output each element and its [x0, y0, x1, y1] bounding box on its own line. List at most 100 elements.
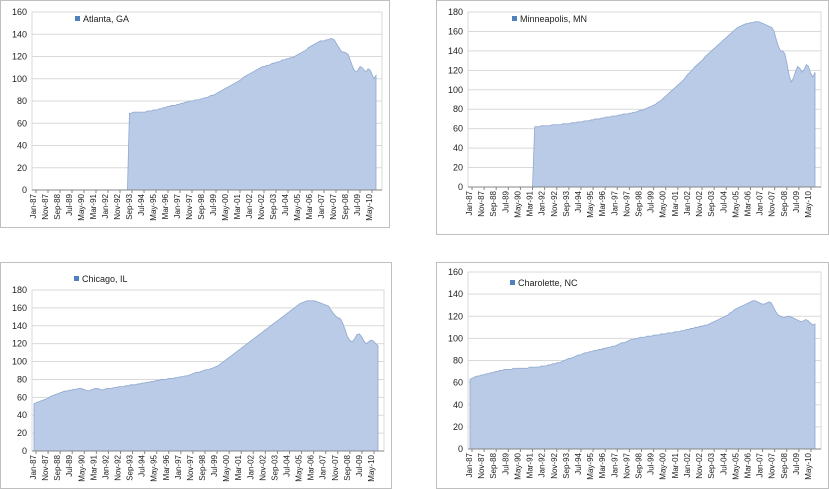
x-tick-label: May-05	[295, 454, 304, 481]
y-tick-label: 40	[17, 410, 27, 420]
x-tick-label: Jul-89	[501, 452, 510, 474]
x-tick-label: Jul-99	[647, 452, 656, 474]
x-tick-label: Jan-97	[610, 190, 619, 215]
x-tick-label: Mar-06	[307, 454, 316, 480]
x-tick-label: May-00	[659, 190, 668, 217]
y-tick-label: 60	[453, 378, 463, 388]
x-tick-label: Jan-02	[683, 190, 692, 215]
x-tick-label: Mar-96	[161, 193, 170, 219]
x-tick-label: Sep-88	[489, 190, 498, 216]
y-tick-label: 160	[448, 267, 463, 277]
x-tick-label: Mar-96	[598, 452, 607, 478]
y-tick-label: 80	[17, 96, 27, 106]
y-tick-label: 40	[453, 400, 463, 410]
legend-label: Chicago, IL	[82, 274, 128, 284]
y-tick-label: 0	[458, 182, 463, 192]
x-tick-label: Mar-06	[744, 452, 753, 478]
y-tick-label: 60	[453, 124, 463, 134]
x-tick-label: Jul-89	[501, 190, 510, 212]
x-tick-label: May-90	[77, 193, 86, 220]
x-tick-label: May-95	[586, 190, 595, 217]
y-tick-label: 180	[12, 285, 27, 295]
x-tick-label: Jul-04	[283, 454, 292, 476]
x-tick-label: Sep-08	[780, 452, 789, 478]
legend-swatch	[512, 16, 517, 21]
x-tick-label: Jan-07	[319, 454, 328, 479]
x-tick-label: Nov-07	[331, 454, 340, 480]
x-tick-label: Nov-92	[114, 454, 123, 480]
y-tick-label: 140	[12, 29, 27, 39]
y-tick-label: 20	[17, 428, 27, 438]
x-tick-label: Jul-09	[792, 452, 801, 474]
y-tick-label: 60	[17, 392, 27, 402]
x-tick-label: Jan-92	[101, 454, 110, 479]
x-tick-label: Jul-04	[281, 193, 290, 215]
x-tick-label: May-95	[586, 452, 595, 479]
x-tick-label: May-00	[221, 193, 230, 220]
y-tick-label: 40	[17, 141, 27, 151]
x-tick-label: Nov-92	[550, 190, 559, 216]
legend-swatch	[74, 276, 79, 281]
y-tick-label: 140	[448, 46, 463, 56]
x-tick-label: Jul-94	[138, 454, 147, 476]
x-tick-label: Mar-91	[526, 190, 535, 216]
x-tick-label: Sep-08	[780, 190, 789, 216]
x-tick-label: Jul-94	[574, 190, 583, 212]
x-tick-label: Jan-92	[101, 193, 110, 218]
x-tick-label: Jan-97	[610, 452, 619, 477]
x-tick-label: Mar-91	[526, 452, 535, 478]
x-tick-label: Nov-02	[695, 452, 704, 478]
x-tick-label: Sep-03	[707, 190, 716, 216]
x-tick-label: Mar-96	[598, 190, 607, 216]
x-tick-label: Jul-09	[792, 190, 801, 212]
x-tick-label: Sep-98	[635, 190, 644, 216]
y-tick-label: 80	[453, 356, 463, 366]
y-tick-label: 120	[448, 311, 463, 321]
chart-panel-atlanta: 0 20 40 60 80 100 120 140 160 Jan-87 Nov-87 Sep-88 J…	[0, 0, 390, 228]
x-tick-label: Sep-88	[489, 452, 498, 478]
x-tick-label: Jan-97	[174, 454, 183, 479]
x-tick-label: Sep-93	[126, 454, 135, 480]
x-tick-label: Sep-88	[53, 454, 62, 480]
x-tick-label: Sep-93	[562, 190, 571, 216]
x-tick-label: Mar-96	[162, 454, 171, 480]
x-tick-label: Jul-04	[719, 452, 728, 474]
x-tick-label: Jan-07	[317, 193, 326, 218]
x-tick-label: May-90	[77, 454, 86, 481]
x-tick-label: May-05	[731, 190, 740, 217]
x-tick-label: Sep-03	[269, 193, 278, 219]
x-tick-label: Jul-89	[65, 193, 74, 215]
y-tick-label: 0	[458, 444, 463, 454]
x-tick-label: Nov-07	[329, 193, 338, 219]
chart-panel-chicago: 0 20 40 60 80 100 120 140 160 180 Jan-87 Nov-87 Sep-…	[0, 262, 392, 489]
y-tick-label: 120	[12, 52, 27, 62]
x-tick-label: May-10	[804, 190, 813, 217]
x-tick-label: Jan-92	[538, 190, 547, 215]
x-tick-label: Nov-97	[622, 452, 631, 478]
x-tick-label: Sep-88	[53, 193, 62, 219]
x-tick-label: Sep-98	[198, 454, 207, 480]
x-tick-label: Nov-92	[550, 452, 559, 478]
y-tick-label: 180	[448, 7, 463, 17]
x-tick-label: May-10	[367, 454, 376, 481]
legend-label: Atlanta, GA	[83, 14, 129, 24]
x-tick-label: Sep-03	[707, 452, 716, 478]
y-tick-label: 40	[453, 143, 463, 153]
y-tick-label: 100	[448, 85, 463, 95]
x-tick-label: Jan-97	[173, 193, 182, 218]
x-tick-label: Jul-89	[65, 454, 74, 476]
x-tick-label: Nov-02	[695, 190, 704, 216]
x-tick-label: Jan-87	[465, 190, 474, 215]
x-tick-label: May-10	[804, 452, 813, 479]
y-tick-label: 80	[453, 104, 463, 114]
x-tick-label: Sep-98	[197, 193, 206, 219]
x-tick-label: Nov-92	[113, 193, 122, 219]
y-tick-label: 100	[448, 333, 463, 343]
x-tick-label: Nov-87	[477, 190, 486, 216]
x-tick-label: Mar-01	[671, 190, 680, 216]
x-tick-label: Mar-06	[305, 193, 314, 219]
x-tick-label: Mar-91	[89, 193, 98, 219]
x-tick-label: Nov-97	[186, 454, 195, 480]
